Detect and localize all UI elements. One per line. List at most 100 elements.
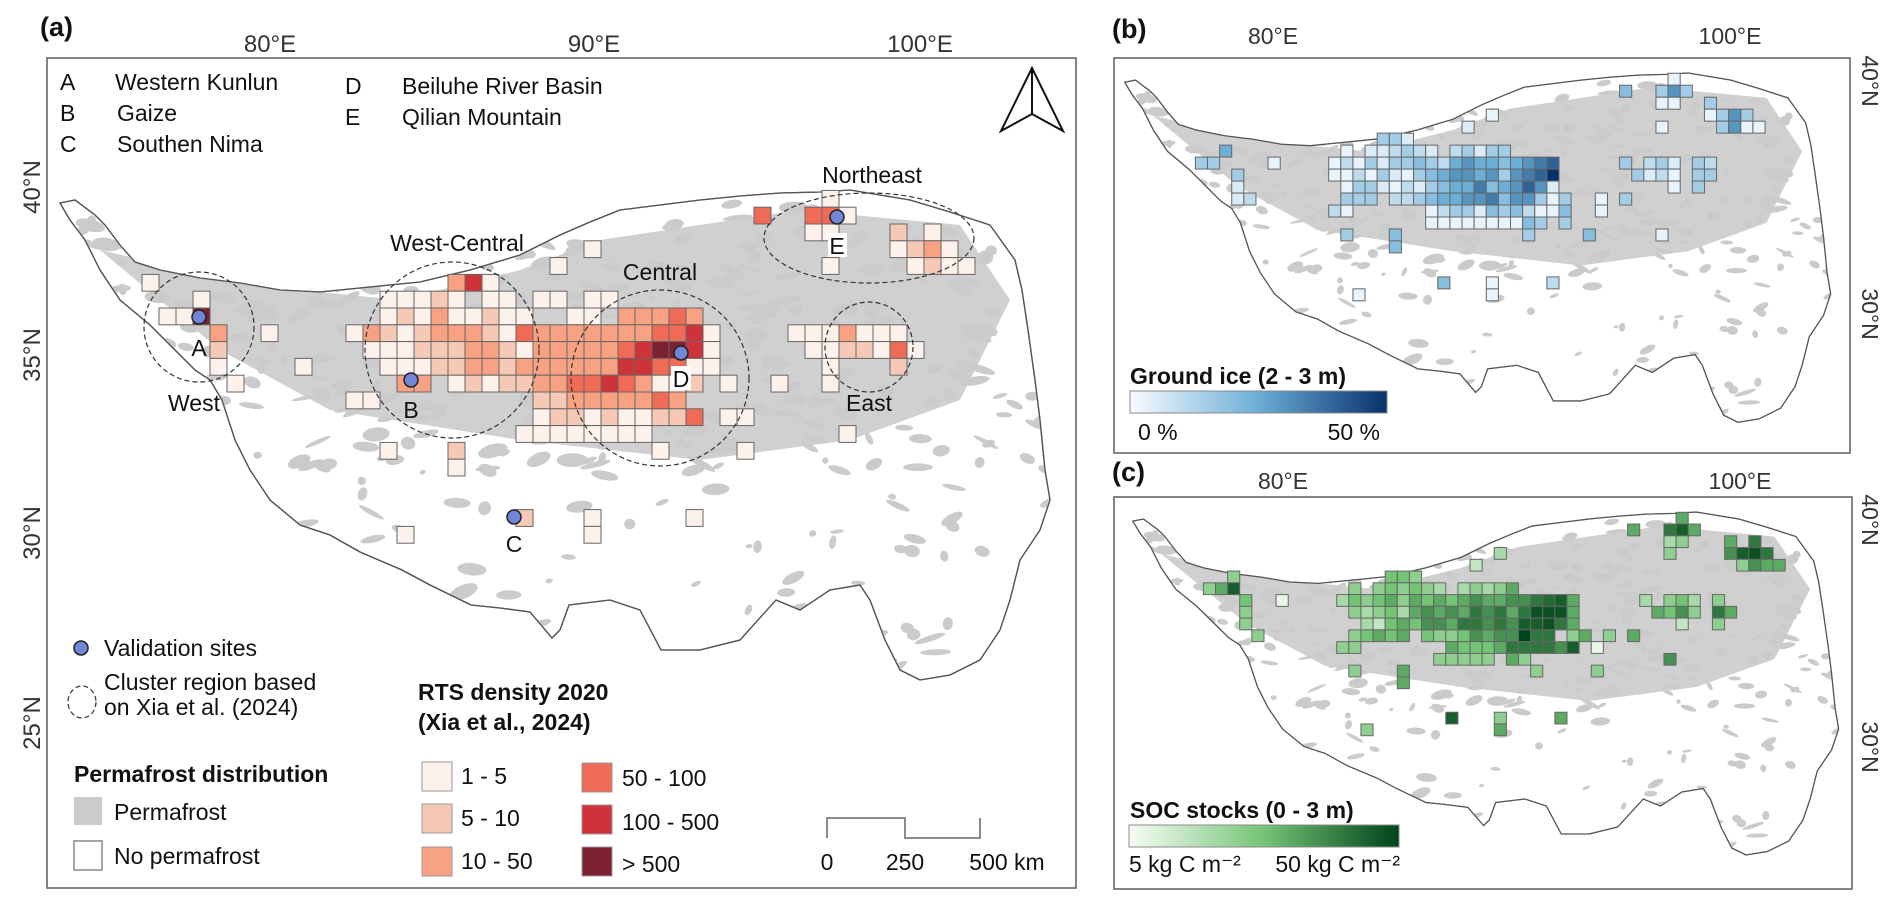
- cluster-west-central: [364, 261, 540, 439]
- rts-density-cell: [532, 374, 551, 393]
- ground-ice-cell: [1243, 192, 1257, 206]
- rts-density-cell: [379, 307, 398, 326]
- ground-ice-cell: [1667, 156, 1681, 170]
- validation-site-c[interactable]: [506, 509, 522, 525]
- validation-site-e[interactable]: [829, 209, 845, 225]
- site-list: A Western Kunlun B Gaize C Southen Nima …: [60, 69, 603, 157]
- rts-class-label: 100 - 500: [622, 809, 719, 835]
- ground-ice-cell: [1425, 216, 1439, 230]
- ground-ice-cell: [1497, 144, 1512, 158]
- rts-density-cell: [821, 357, 840, 376]
- rts-density-cell: [906, 240, 925, 259]
- panel-label: (a): [40, 12, 73, 42]
- soc-cell: [1384, 582, 1398, 596]
- rts-density-cell: [498, 341, 517, 359]
- rts-density-cell: [566, 408, 585, 427]
- rts-density-cell: [430, 307, 449, 326]
- ground-ice-colorbar: [1129, 390, 1388, 414]
- rts-density-cell: [464, 307, 483, 326]
- soc-cell: [1627, 629, 1641, 643]
- soc-legend: SOC stocks (0 - 3 m) 5 kg C m⁻² 50 kg C …: [1128, 797, 1400, 877]
- soc-cell: [1736, 547, 1750, 560]
- soc-cell: [1748, 547, 1762, 560]
- soc-cell: [1530, 641, 1544, 654]
- soc-cell: [1530, 594, 1544, 607]
- site-label-bg: [828, 233, 847, 257]
- soc-cell: [1554, 641, 1568, 654]
- soc-cell: [1239, 594, 1253, 607]
- soc-cell: [1433, 652, 1447, 666]
- soc-cell: [1457, 582, 1471, 596]
- soc-cell: [1639, 594, 1653, 607]
- soc-cell: [1493, 582, 1507, 596]
- rts-density-cell: [787, 324, 806, 343]
- rts-density-cell: [481, 341, 500, 359]
- ground-ice-cell: [1594, 192, 1608, 206]
- legend-label: No permafrost: [114, 843, 260, 869]
- soc-cell: [1396, 629, 1410, 643]
- ground-ice-cell: [1194, 156, 1208, 170]
- lon-tick-label: 80°E: [1248, 23, 1298, 49]
- validation-site-a[interactable]: [191, 309, 207, 325]
- rts-density-cell: [549, 290, 568, 309]
- rts-density-cell: [617, 374, 636, 393]
- rts-density-cell: [464, 273, 483, 292]
- legend-title: Permafrost distribution: [74, 761, 328, 787]
- rts-density-cell: [702, 341, 721, 359]
- validation-site-b[interactable]: [403, 372, 419, 388]
- soc-cell: [1675, 594, 1689, 607]
- ground-ice-cell: [1522, 216, 1536, 230]
- cluster-northeast: [763, 192, 975, 284]
- rts-density-cell: [447, 290, 466, 309]
- ground-ice-cell: [1534, 168, 1548, 182]
- rts-density-cell: [600, 425, 619, 443]
- lon-tick-label: 80°E: [244, 31, 296, 58]
- soc-cell: [1675, 605, 1689, 619]
- ground-ice-cell: [1437, 192, 1451, 206]
- rts-density-cell: [838, 425, 857, 443]
- soc-cell: [1578, 629, 1592, 643]
- site-label: C: [506, 531, 523, 557]
- panel-c: (c) 80°E 100°E 40°N 30°N SOC stocks (0 -…: [1112, 457, 1883, 890]
- rts-density-cell: [294, 357, 313, 376]
- site-label: D: [673, 366, 690, 392]
- soc-cell: [1530, 664, 1544, 678]
- site-label: B: [403, 397, 418, 423]
- lat-tick-label: 30°N: [1857, 288, 1883, 339]
- rts-density-cell: [889, 357, 908, 376]
- rts-density-cell: [906, 341, 925, 359]
- validation-site-d[interactable]: [673, 345, 689, 361]
- ground-ice-cell: [1703, 96, 1718, 110]
- ground-ice-cell: [1364, 192, 1378, 206]
- soc-cell: [1481, 594, 1495, 607]
- soc-cell: [1724, 535, 1738, 549]
- ground-ice-cell: [1388, 180, 1402, 194]
- ground-ice-cell: [1691, 180, 1705, 194]
- soc-cell: [1663, 523, 1677, 537]
- rts-density-cell: [685, 341, 704, 359]
- ground-ice-cell: [1497, 192, 1512, 206]
- rts-class-label: 50 - 100: [622, 765, 706, 791]
- ground-ice-cell: [1413, 192, 1427, 206]
- soc-cell: [1251, 629, 1265, 643]
- rts-density-cell: [889, 240, 908, 259]
- site-letter: C: [60, 131, 77, 157]
- cluster-label-west: West: [168, 390, 221, 416]
- rts-class-swatch: [421, 803, 453, 834]
- ground-ice-cell: [1473, 156, 1487, 170]
- ground-ice-cell: [1546, 192, 1560, 206]
- ground-ice-cell: [1449, 180, 1463, 194]
- soc-cell: [1554, 711, 1568, 725]
- ground-ice-legend: Ground ice (2 - 3 m) 0 % 50 %: [1129, 363, 1388, 445]
- soc-cell: [1518, 641, 1532, 654]
- scale-label: 0: [821, 849, 834, 875]
- rts-density-cell: [651, 357, 670, 376]
- scale-label: 500 km: [969, 849, 1044, 875]
- rts-density-cell: [566, 357, 585, 376]
- rts-density-cell: [498, 290, 517, 309]
- soc-cell: [1518, 594, 1532, 607]
- soc-cell: [1675, 617, 1689, 631]
- soc-cell: [1505, 641, 1520, 654]
- soc-cell: [1505, 605, 1520, 619]
